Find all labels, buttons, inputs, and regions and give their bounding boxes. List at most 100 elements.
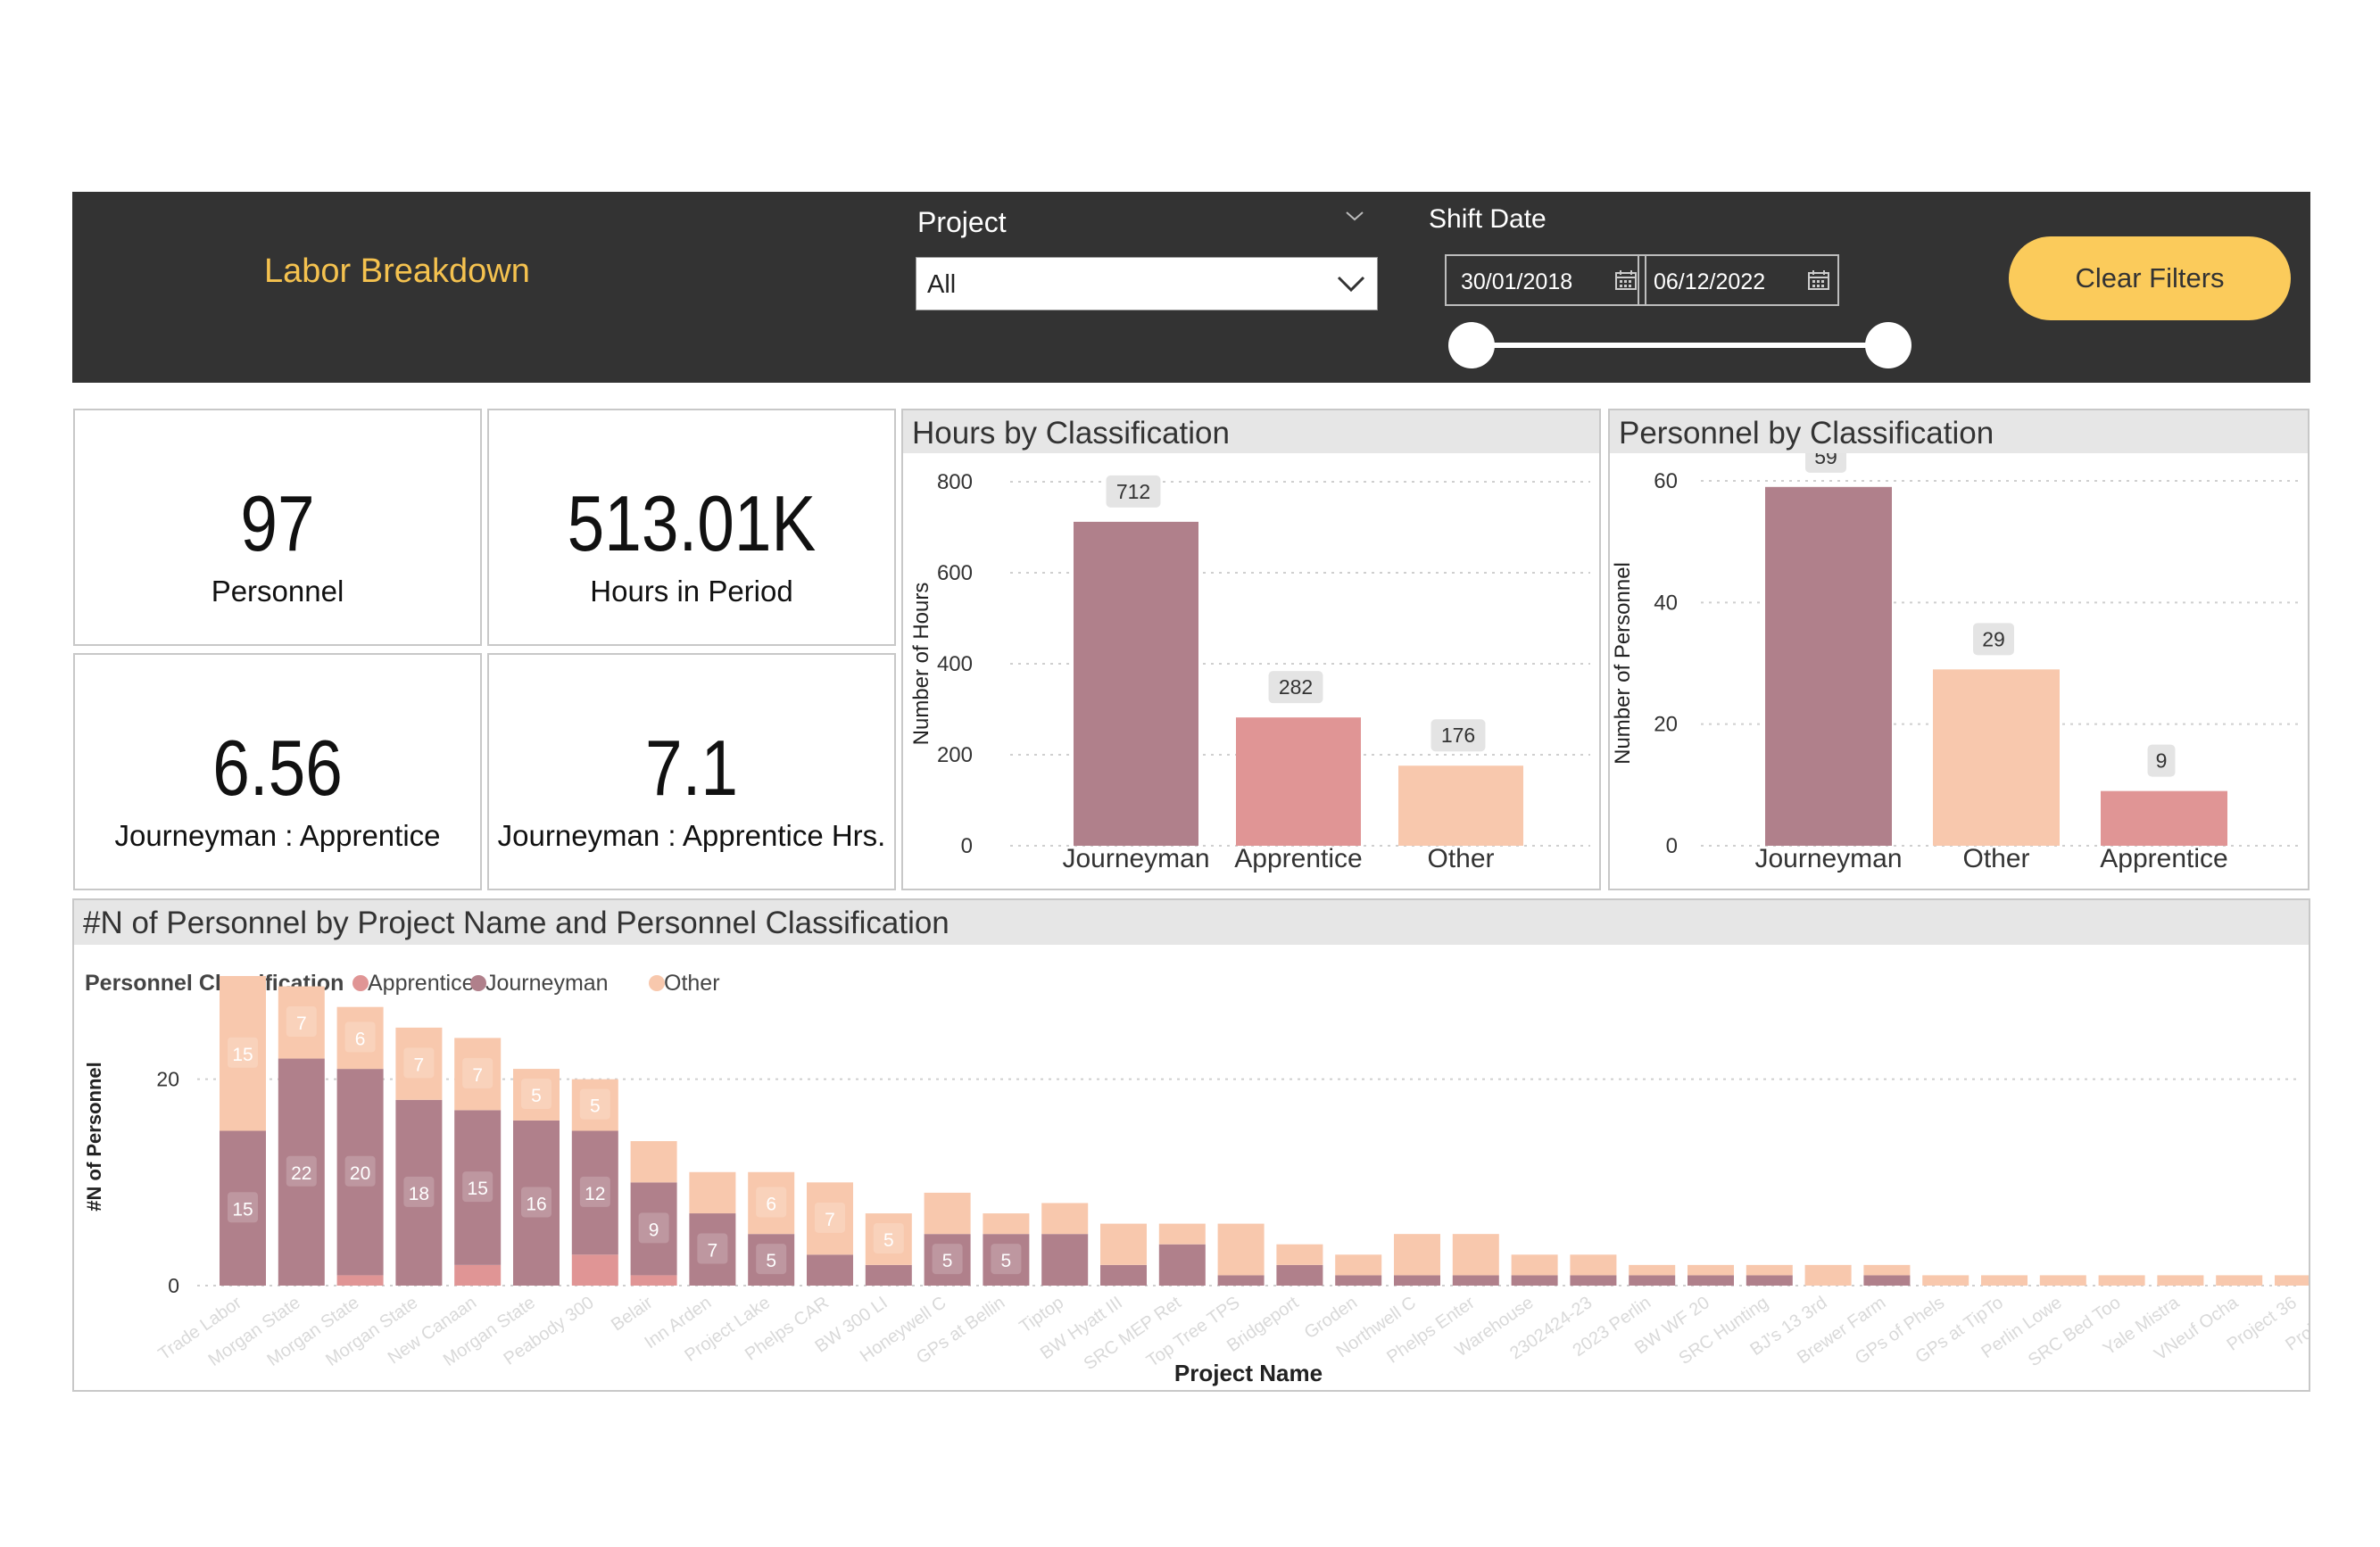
project-dropdown[interactable]: All [916, 257, 1378, 310]
y-tick-label: 0 [168, 1274, 179, 1297]
data-label-bg [403, 1047, 435, 1079]
bar-segment [395, 1099, 443, 1286]
bar-segment [1041, 1234, 1089, 1286]
bar-segment [571, 1130, 618, 1255]
bar-segment [983, 1213, 1030, 1235]
bar-segment [689, 1213, 736, 1286]
bar-segment [924, 1192, 971, 1235]
calendar-icon[interactable] [1807, 269, 1830, 291]
date-range-slider-track[interactable] [1471, 343, 1887, 348]
data-label: 5 [531, 1086, 542, 1106]
x-tick-label: Other [1962, 844, 2029, 873]
bar-segment [1511, 1275, 1558, 1286]
kpi-personnel-label: Personnel [211, 575, 344, 608]
chevron-down-icon[interactable] [1345, 206, 1364, 226]
data-label: 9 [649, 1220, 659, 1240]
y-tick-label: 0 [1666, 834, 1678, 858]
bar-segment [513, 1069, 560, 1121]
bar-segment [2275, 1275, 2309, 1286]
project-chart: Personnel Classification Apprentice Journe… [83, 971, 2309, 1386]
data-label: 176 [1441, 724, 1475, 747]
end-date-input[interactable]: 06/12/2022 [1638, 254, 1839, 306]
y-tick-label: 0 [961, 834, 973, 858]
legend-swatch [649, 975, 665, 991]
chevron-down-icon [1337, 276, 1365, 293]
project-chart-title-bar: #N of Personnel by Project Name and Pers… [74, 900, 2309, 945]
kpi-card-ratio: 6.56 Journeyman : Apprentice [73, 653, 482, 890]
kpi-hours-label: Hours in Period [590, 575, 793, 608]
hours-chart-title: Hours by Classification [912, 416, 1230, 451]
data-label: 712 [1116, 480, 1150, 503]
y-tick-label: 60 [1654, 469, 1678, 493]
bar [1765, 486, 1892, 846]
data-label-bg [1106, 475, 1161, 508]
data-label-bg [932, 1244, 963, 1275]
data-label: 7 [296, 1013, 307, 1034]
bar-segment [865, 1213, 912, 1265]
y-axis-title: Number of Hours [909, 583, 933, 746]
data-label: 6 [766, 1194, 776, 1214]
bar [1236, 717, 1361, 846]
bar [1398, 765, 1523, 846]
bar-segment [336, 1006, 384, 1070]
data-label-bg [462, 1171, 493, 1203]
data-label-bg [638, 1212, 669, 1244]
x-tick-label: Tiptop [1016, 1293, 1068, 1336]
bar-segment [1276, 1244, 1323, 1265]
calendar-icon[interactable] [1614, 269, 1638, 291]
data-label: 7 [414, 1055, 425, 1075]
data-label-bg [521, 1187, 551, 1218]
start-date-input[interactable]: 30/01/2018 [1445, 254, 1646, 306]
data-label-bg [228, 1192, 258, 1223]
legend-label: Other [664, 971, 720, 996]
data-label: 12 [585, 1184, 605, 1204]
bar-segment [1629, 1275, 1676, 1286]
data-label: 22 [291, 1163, 311, 1184]
bar-segment [1981, 1275, 2028, 1286]
legend-swatch [470, 975, 486, 991]
data-label: 5 [942, 1251, 953, 1271]
project-slicer-label: Project [917, 206, 1007, 238]
bar-segment [1688, 1275, 1734, 1286]
data-label-bg [815, 1202, 845, 1233]
bar-segment [1276, 1264, 1323, 1286]
kpi-ratio-hrs-value: 7.1 [645, 724, 738, 812]
date-range-end-handle[interactable] [1865, 322, 1911, 368]
bar-segment [1158, 1244, 1206, 1286]
x-axis-title: Project Name [1174, 1360, 1323, 1386]
end-date-value: 06/12/2022 [1654, 269, 1766, 294]
data-label-bg [344, 1155, 376, 1187]
data-label: 282 [1279, 675, 1313, 699]
data-label: 18 [409, 1184, 429, 1204]
bar-segment [807, 1254, 853, 1286]
bar-segment [630, 1141, 677, 1183]
y-tick-label: 40 [1654, 591, 1678, 615]
data-label: 16 [526, 1194, 546, 1214]
bar-segment [278, 1058, 325, 1286]
y-tick-label: 20 [156, 1068, 179, 1091]
bar-segment [513, 1120, 560, 1286]
data-label: 20 [350, 1163, 370, 1184]
data-label: 7 [708, 1241, 718, 1262]
date-range-start-handle[interactable] [1448, 322, 1495, 368]
bar-segment [454, 1038, 502, 1111]
bar-segment [689, 1171, 736, 1214]
data-label-bg [2147, 744, 2176, 777]
y-axis-title: Number of Personnel [1611, 562, 1635, 765]
kpi-personnel-value: 97 [240, 479, 315, 567]
bar-segment [630, 1275, 677, 1286]
project-dropdown-value: All [927, 270, 957, 299]
legend-label: Apprentice [368, 971, 475, 996]
data-label-bg [286, 1006, 317, 1038]
x-tick-label: Apprentice [1234, 844, 1362, 873]
header-bar: Labor Breakdown Project All Shift Date 3… [72, 192, 2310, 383]
bar-segment [336, 1275, 384, 1286]
bar-segment [454, 1110, 502, 1265]
data-label-bg [579, 1176, 610, 1207]
data-label: 5 [883, 1230, 894, 1251]
clear-filters-button[interactable]: Clear Filters [2009, 236, 2291, 320]
legend-swatch [352, 975, 369, 991]
bar-segment [1394, 1234, 1440, 1276]
y-tick-label: 200 [937, 743, 973, 767]
